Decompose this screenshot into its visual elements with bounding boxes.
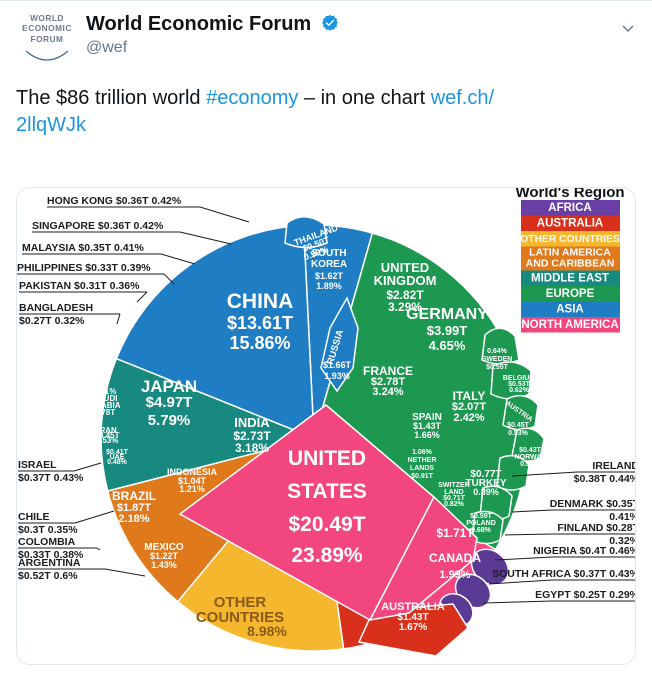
svg-text:0.51%: 0.51% [520, 461, 541, 468]
svg-text:1.43%: 1.43% [151, 560, 177, 570]
svg-text:$0.38T 0.44%: $0.38T 0.44% [574, 473, 636, 485]
svg-text:CHILE: CHILE [18, 511, 50, 523]
svg-text:KOREA: KOREA [311, 259, 347, 270]
svg-text:DENMARK $0.35T: DENMARK $0.35T [550, 498, 636, 510]
svg-text:BANGLADESH: BANGLADESH [19, 302, 93, 314]
svg-text:COLOMBIA: COLOMBIA [18, 536, 76, 548]
svg-text:OTHER COUNTRIES: OTHER COUNTRIES [520, 234, 620, 245]
svg-text:1.21%: 1.21% [179, 484, 205, 494]
svg-text:5.79%: 5.79% [148, 412, 191, 429]
svg-text:$0.3T 0.35%: $0.3T 0.35% [18, 524, 78, 536]
svg-text:$0.91T: $0.91T [411, 473, 434, 480]
svg-text:1.99%: 1.99% [439, 569, 470, 581]
svg-text:$0.45T: $0.45T [507, 422, 530, 429]
svg-text:SINGAPORE $0.36T 0.42%: SINGAPORE $0.36T 0.42% [32, 220, 164, 232]
svg-text:1.06%: 1.06% [412, 449, 433, 456]
svg-text:NORWAY: NORWAY [515, 454, 546, 461]
svg-text:1.66%: 1.66% [414, 430, 440, 440]
svg-text:1.93%: 1.93% [324, 371, 350, 381]
svg-text:$0.59T: $0.59T [470, 513, 493, 520]
svg-text:GERMANY: GERMANY [406, 306, 488, 323]
svg-text:2.18%: 2.18% [118, 513, 149, 525]
svg-text:23.89%: 23.89% [291, 544, 363, 567]
svg-text:2.42%: 2.42% [453, 412, 484, 424]
svg-text:PAKISTAN $0.31T 0.36%: PAKISTAN $0.31T 0.36% [19, 280, 140, 292]
svg-text:$0.43T: $0.43T [519, 447, 542, 454]
svg-text:$1.66T: $1.66T [323, 360, 352, 370]
svg-text:AFRICA: AFRICA [548, 202, 591, 214]
svg-text:EGYPT $0.25T 0.29%: EGYPT $0.25T 0.29% [535, 589, 636, 601]
svg-text:INDIA: INDIA [234, 415, 270, 430]
svg-text:NETHER: NETHER [408, 457, 437, 464]
svg-text:$13.61T: $13.61T [227, 313, 293, 333]
svg-text:IRELAND: IRELAND [592, 460, 636, 472]
svg-text:$1.62T: $1.62T [315, 271, 344, 281]
svg-text:ISRAEL: ISRAEL [18, 459, 57, 471]
svg-text:$1.71T: $1.71T [436, 526, 474, 540]
svg-text:CHINA: CHINA [227, 290, 294, 313]
svg-text:0.64%: 0.64% [487, 348, 508, 355]
svg-text:0.68%: 0.68% [471, 527, 492, 534]
svg-text:World's Region: World's Region [515, 188, 624, 201]
svg-text:MIDDLE EAST: MIDDLE EAST [531, 273, 609, 285]
svg-text:$20.49T: $20.49T [288, 513, 365, 536]
svg-text:PHILIPPINES $0.33T 0.39%: PHILIPPINES $0.33T 0.39% [17, 262, 151, 274]
svg-text:0.89%: 0.89% [473, 487, 499, 497]
svg-text:0.48%: 0.48% [107, 459, 128, 466]
svg-text:1.67%: 1.67% [399, 622, 427, 633]
svg-text:HONG KONG $0.36T 0.42%: HONG KONG $0.36T 0.42% [47, 195, 182, 207]
svg-text:AUSTRALIA: AUSTRALIA [537, 218, 603, 230]
svg-text:$3.99T: $3.99T [427, 323, 468, 338]
svg-text:$0.52T 0.6%: $0.52T 0.6% [18, 570, 78, 582]
svg-text:EUROPE: EUROPE [546, 288, 595, 300]
svg-text:0.78T: 0.78T [95, 408, 116, 417]
svg-text:0.82%: 0.82% [444, 501, 465, 508]
svg-text:MALAYSIA $0.35T 0.41%: MALAYSIA $0.35T 0.41% [22, 242, 144, 254]
svg-text:ARGENTINA: ARGENTINA [18, 557, 81, 569]
svg-text:NIGERIA $0.4T 0.46%: NIGERIA $0.4T 0.46% [533, 545, 636, 557]
svg-text:NORTH AMERICA: NORTH AMERICA [521, 319, 618, 331]
svg-text:3.18%: 3.18% [235, 441, 269, 455]
svg-text:8.98%: 8.98% [247, 623, 287, 639]
svg-text:4.65%: 4.65% [429, 338, 466, 353]
svg-text:$0.27T 0.32%: $0.27T 0.32% [19, 315, 85, 327]
svg-text:SWEDEN: SWEDEN [482, 356, 513, 363]
svg-text:SOUTH AFRICA $0.37T 0.43%: SOUTH AFRICA $0.37T 0.43% [492, 568, 636, 580]
svg-text:KINGDOM: KINGDOM [374, 273, 437, 288]
svg-text:SOUTH: SOUTH [312, 248, 347, 259]
svg-text:0.62%: 0.62% [509, 387, 530, 394]
svg-text:LANDS: LANDS [410, 465, 434, 472]
svg-text:FINLAND $0.28T: FINLAND $0.28T [557, 522, 636, 534]
svg-text:STATES: STATES [287, 480, 367, 503]
svg-text:ASIA: ASIA [556, 304, 583, 316]
svg-text:0.53%: 0.53% [96, 436, 119, 445]
svg-text:$0.55T: $0.55T [486, 364, 509, 371]
svg-text:AND CARIBBEAN: AND CARIBBEAN [526, 258, 615, 270]
svg-text:1.89%: 1.89% [316, 281, 342, 291]
svg-text:UNITED: UNITED [288, 447, 366, 470]
svg-text:3.24%: 3.24% [372, 386, 403, 398]
svg-text:CANADA: CANADA [429, 551, 481, 565]
svg-text:BRAZIL: BRAZIL [112, 489, 156, 503]
svg-text:0.53%: 0.53% [508, 430, 529, 437]
svg-text:15.86%: 15.86% [229, 333, 290, 353]
svg-text:$4.97T: $4.97T [146, 394, 193, 411]
svg-text:$0.37T 0.43%: $0.37T 0.43% [18, 472, 84, 484]
